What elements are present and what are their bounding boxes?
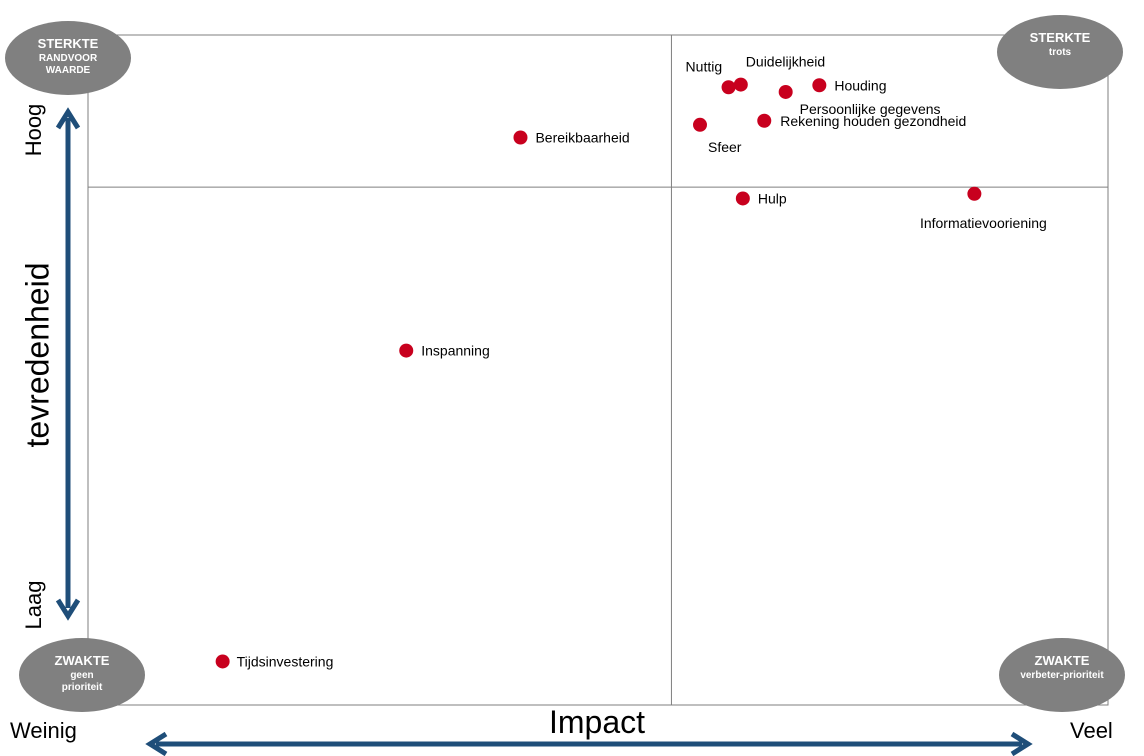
- point-label: Hulp: [758, 190, 787, 206]
- data-point: [812, 78, 827, 93]
- y-high-label: Hoog: [21, 103, 46, 157]
- x-axis-label: Impact: [548, 704, 646, 740]
- data-point: [399, 343, 414, 358]
- point-label: Duidelijkheid: [746, 54, 825, 70]
- data-point: [967, 186, 982, 201]
- badge-subtitle: geen: [70, 670, 93, 681]
- x-axis-arrowhead-right: [1010, 731, 1033, 756]
- data-point: [733, 77, 748, 92]
- x-axis-arrowhead-left: [145, 731, 168, 756]
- data-point: [757, 113, 772, 128]
- point-label: Tijdsinvestering: [237, 653, 334, 669]
- point-label: Bereikbaarheid: [535, 130, 629, 146]
- badge-subtitle: prioriteit: [62, 682, 103, 693]
- data-point: [735, 191, 750, 206]
- badge-title: ZWAKTE: [1035, 653, 1090, 668]
- quadrant-badge-bottom-right: ZWAKTE verbeter-prioriteit: [999, 638, 1125, 712]
- point-label: Rekening houden gezondheid: [780, 113, 966, 129]
- badge-ellipse: [999, 638, 1125, 712]
- point-label: Informatievooriening: [920, 215, 1047, 231]
- plot-border: [87, 34, 1109, 706]
- badge-ellipse: [19, 638, 145, 712]
- data-point: [513, 130, 528, 145]
- x-high-label: Veel: [1070, 718, 1113, 743]
- badge-subtitle: WAARDE: [46, 65, 91, 76]
- badge-title: ZWAKTE: [55, 653, 110, 668]
- point-label: Nuttig: [686, 58, 723, 74]
- badge-ellipse: [5, 21, 131, 95]
- y-axis-arrowhead-up: [55, 107, 81, 130]
- data-point: [778, 84, 793, 99]
- point-label: Inspanning: [421, 343, 490, 359]
- point-label: Persoonlijke gegevens: [800, 101, 941, 117]
- data-point: [215, 654, 230, 669]
- y-axis-label: tevredenheid: [19, 262, 56, 448]
- y-axis-arrowhead-down: [55, 598, 81, 621]
- badge-subtitle: RANDVOOR: [39, 53, 98, 64]
- badge-subtitle: trots: [1049, 47, 1072, 58]
- axis-arrows: [55, 107, 1033, 756]
- data-point: [721, 80, 736, 95]
- plot-frame: [87, 34, 1109, 706]
- data-point: [693, 117, 707, 132]
- x-low-label: Weinig: [10, 718, 77, 743]
- badge-title: STERKTE: [38, 36, 99, 51]
- y-low-label: Laag: [21, 580, 46, 630]
- badge-title: STERKTE: [1030, 30, 1091, 45]
- point-label: Sfeer: [708, 139, 742, 155]
- quadrant-badge-top-right: STERKTE trots: [997, 15, 1123, 89]
- badge-ellipse: [997, 15, 1123, 89]
- data-points: Nuttig Duidelijkheid Houding Persoonlijke g…: [215, 54, 1047, 669]
- badge-subtitle: verbeter-prioriteit: [1020, 670, 1104, 681]
- point-label: Houding: [834, 77, 886, 93]
